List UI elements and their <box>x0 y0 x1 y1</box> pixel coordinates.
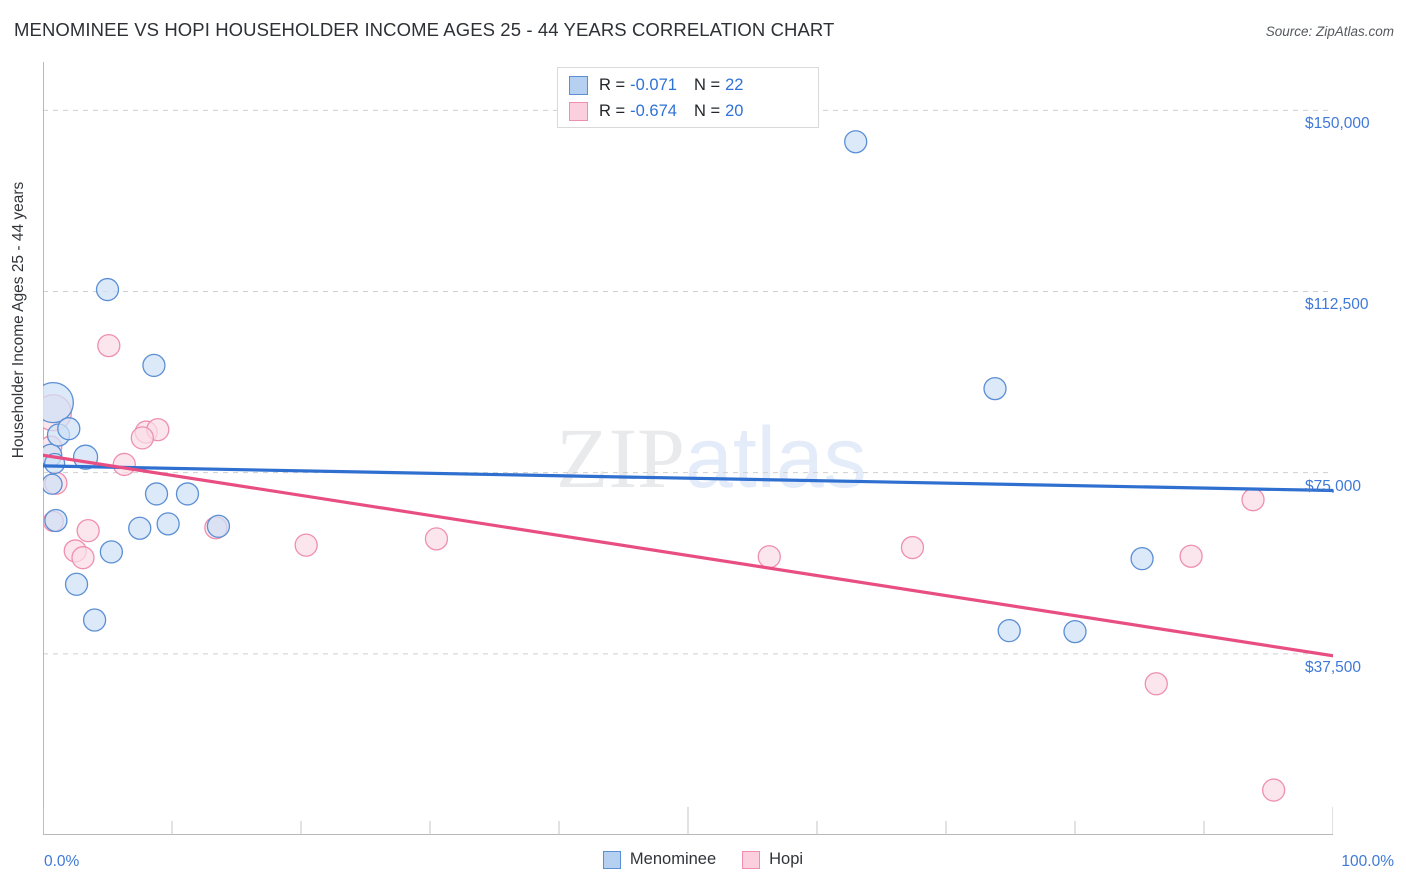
scatter-points-hopi <box>43 333 1286 802</box>
legend-item-hopi[interactable]: Hopi <box>742 850 803 869</box>
data-point[interactable] <box>95 277 120 302</box>
data-point[interactable] <box>1179 544 1203 568</box>
data-point[interactable] <box>99 540 124 564</box>
data-point[interactable] <box>175 482 200 506</box>
data-point[interactable] <box>128 516 152 540</box>
legend-swatch-hopi <box>742 850 761 869</box>
data-point[interactable] <box>43 473 63 495</box>
data-point[interactable] <box>1241 488 1265 512</box>
series-legend: Menominee Hopi <box>0 850 1406 869</box>
y-axis-tick-label-2: $75,000 <box>1305 477 1362 495</box>
data-point[interactable] <box>142 353 166 378</box>
correlation-stats-box: R = -0.071 N = 22 R = -0.674 N = 20 <box>557 67 819 128</box>
legend-label-menominee: Menominee <box>629 850 717 868</box>
stats-row-menominee: R = -0.071 N = 22 <box>569 72 743 98</box>
y-axis-tick-label-3: $37,500 <box>1305 658 1362 676</box>
data-point[interactable] <box>424 527 449 551</box>
data-point[interactable] <box>82 608 107 632</box>
y-axis-tick-label-1: $112,500 <box>1305 296 1369 314</box>
data-point[interactable] <box>844 130 868 154</box>
data-point[interactable] <box>112 452 136 477</box>
legend-label-hopi: Hopi <box>769 850 804 868</box>
data-point[interactable] <box>57 417 81 441</box>
stats-n-value-hopi: 20 <box>725 101 744 120</box>
data-point[interactable] <box>156 512 180 536</box>
stats-n-label-hopi: N = <box>693 101 721 120</box>
data-point[interactable] <box>206 514 231 538</box>
data-point[interactable] <box>43 381 74 424</box>
stats-swatch-hopi <box>569 101 588 121</box>
data-point[interactable] <box>900 535 925 560</box>
source-note: Source: ZipAtlas.com <box>1265 24 1394 39</box>
stats-r-value-menominee: -0.071 <box>630 75 677 94</box>
legend-item-menominee[interactable]: Menominee <box>602 850 717 869</box>
data-point[interactable] <box>1130 547 1154 571</box>
stats-row-hopi: R = -0.674 N = 20 <box>569 98 743 124</box>
data-point[interactable] <box>144 482 169 506</box>
data-point[interactable] <box>44 508 68 533</box>
data-point[interactable] <box>97 333 121 358</box>
y-axis-tick-label-0: $150,000 <box>1305 115 1370 133</box>
stats-n-label-menominee: N = <box>693 75 721 94</box>
data-point[interactable] <box>130 426 154 450</box>
trend-line-hopi <box>43 453 1333 658</box>
scatter-points-menominee <box>43 130 1154 644</box>
stats-n-value-menominee: 22 <box>725 75 744 94</box>
data-point[interactable] <box>983 376 1007 401</box>
data-point[interactable] <box>997 618 1021 643</box>
data-point[interactable] <box>76 518 100 543</box>
data-point[interactable] <box>64 572 89 596</box>
data-point[interactable] <box>1262 778 1286 802</box>
data-point[interactable] <box>294 533 318 557</box>
stats-r-label-hopi: R = <box>599 101 626 120</box>
trend-line-menominee <box>43 464 1333 493</box>
legend-swatch-menominee <box>602 850 621 869</box>
scatter-plot-area <box>43 62 1333 835</box>
stats-r-value-hopi: -0.674 <box>630 101 677 120</box>
data-point[interactable] <box>71 546 95 570</box>
stats-r-label-menominee: R = <box>599 75 626 94</box>
page-title: MENOMINEE VS HOPI HOUSEHOLDER INCOME AGE… <box>14 19 835 40</box>
plot-svg <box>43 62 1333 835</box>
data-point[interactable] <box>757 545 781 569</box>
x-axis-min-label: 0.0% <box>44 853 80 870</box>
stats-swatch-menominee <box>569 75 588 95</box>
x-axis-max-label: 100.0% <box>1341 853 1394 870</box>
data-point[interactable] <box>1144 672 1168 696</box>
y-axis-title-text: Householder Income Ages 25 - 44 years <box>10 181 27 459</box>
data-point[interactable] <box>1063 619 1087 644</box>
